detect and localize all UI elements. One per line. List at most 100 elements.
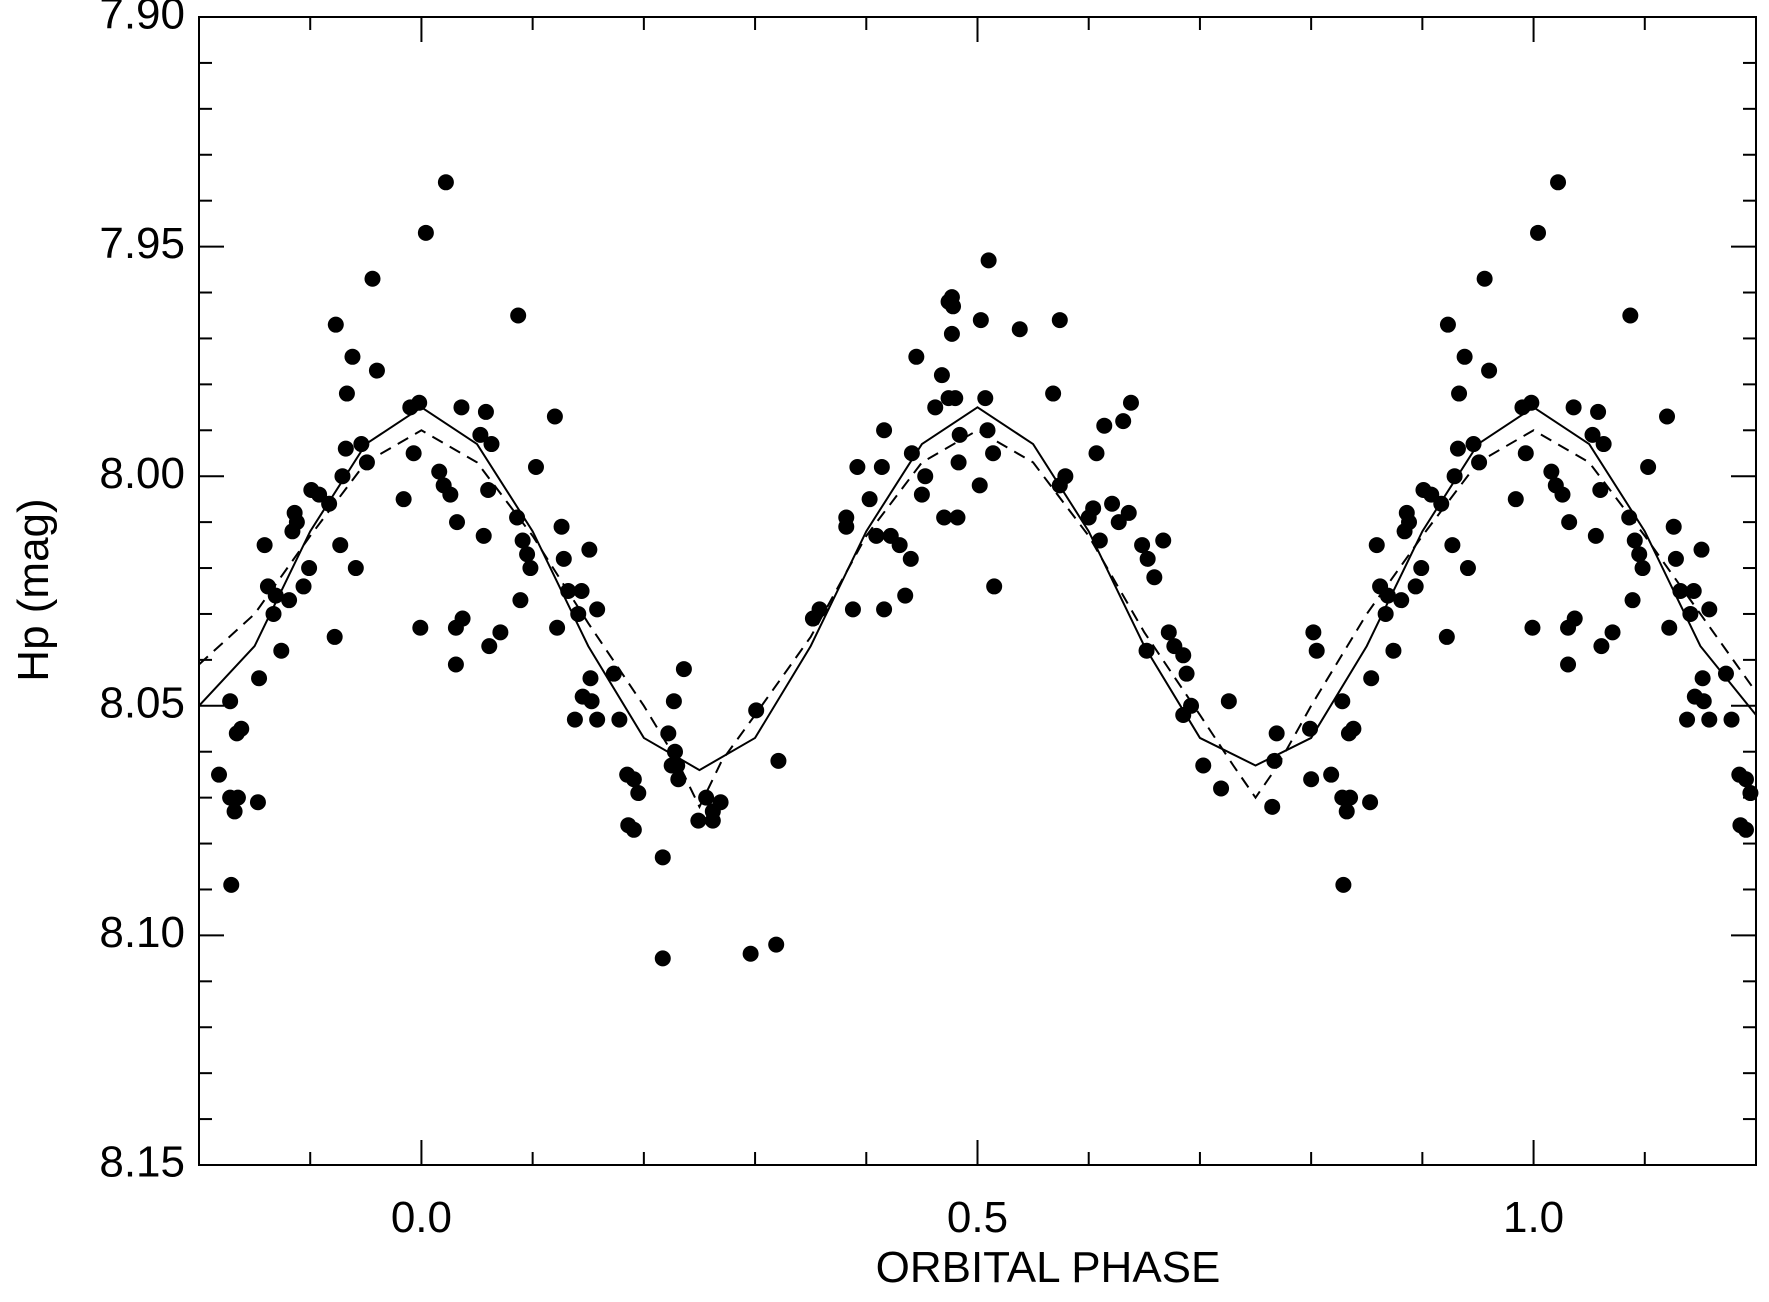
data-point <box>472 426 489 443</box>
data-point <box>873 459 890 476</box>
data-point <box>454 610 471 627</box>
data-point <box>1523 394 1540 411</box>
data-point <box>986 578 1003 595</box>
data-point <box>1011 321 1028 338</box>
data-point <box>347 560 364 577</box>
data-point <box>353 436 370 453</box>
data-point <box>251 670 268 687</box>
data-point <box>1517 445 1534 462</box>
data-point <box>447 656 464 673</box>
data-point <box>1385 642 1402 659</box>
data-point <box>1220 693 1237 710</box>
data-point <box>327 316 344 333</box>
data-point <box>876 601 893 618</box>
data-point <box>1737 821 1754 838</box>
data-point <box>1446 468 1463 485</box>
data-point <box>950 454 967 471</box>
y-tick-label: 8.05 <box>99 678 185 727</box>
data-point <box>849 459 866 476</box>
data-point <box>1401 514 1418 531</box>
data-point <box>748 702 765 719</box>
data-point <box>527 459 544 476</box>
data-point <box>1104 495 1121 512</box>
data-point <box>1175 706 1192 723</box>
data-point <box>908 348 925 365</box>
data-point <box>1444 537 1461 554</box>
data-point <box>395 491 412 508</box>
data-point <box>226 803 243 820</box>
y-axis-label: Hp (mag) <box>9 498 58 681</box>
data-point <box>611 711 628 728</box>
data-point <box>337 440 354 457</box>
data-point <box>1543 463 1560 480</box>
data-point <box>1139 550 1156 567</box>
data-point <box>1264 798 1281 815</box>
data-point <box>985 445 1002 462</box>
data-point <box>256 537 273 554</box>
data-point <box>666 743 683 760</box>
data-point <box>1085 500 1102 517</box>
data-point <box>977 390 994 407</box>
data-point <box>364 270 381 287</box>
data-point <box>1146 569 1163 586</box>
data-point <box>1051 312 1068 329</box>
data-point <box>514 532 531 549</box>
data-point <box>1476 270 1493 287</box>
data-point <box>654 950 671 967</box>
data-point <box>1451 385 1468 402</box>
data-point <box>589 711 606 728</box>
data-point <box>1057 468 1074 485</box>
data-point <box>1308 642 1325 659</box>
data-point <box>1305 624 1322 641</box>
data-point <box>1742 785 1759 802</box>
data-point <box>1584 426 1601 443</box>
data-point <box>1335 876 1352 893</box>
data-point <box>295 578 312 595</box>
data-point <box>1362 794 1379 811</box>
data-point <box>453 399 470 416</box>
data-point <box>951 426 968 443</box>
data-point <box>1717 665 1734 682</box>
y-tick-label: 8.10 <box>99 908 185 957</box>
data-point <box>1096 417 1113 434</box>
data-point <box>1626 532 1643 549</box>
data-point <box>768 936 785 953</box>
data-point <box>1115 413 1132 430</box>
data-point <box>1667 550 1684 567</box>
data-point <box>811 601 828 618</box>
data-point <box>344 348 361 365</box>
data-point <box>492 624 509 641</box>
data-point <box>1345 720 1362 737</box>
data-point <box>943 325 960 342</box>
data-point <box>1701 601 1718 618</box>
data-point <box>475 527 492 544</box>
data-point <box>742 945 759 962</box>
data-point <box>675 661 692 678</box>
data-point <box>690 812 707 829</box>
data-point <box>1323 766 1340 783</box>
data-point <box>1631 546 1648 563</box>
model-curve <box>198 406 1757 772</box>
data-point <box>553 518 570 535</box>
data-point <box>581 541 598 558</box>
data-point <box>1303 771 1320 788</box>
data-point <box>1665 518 1682 535</box>
data-point <box>566 711 583 728</box>
data-point <box>1155 532 1172 549</box>
data-point <box>522 560 539 577</box>
data-point <box>326 628 343 645</box>
data-point <box>1407 578 1424 595</box>
data-point <box>229 789 246 806</box>
data-point <box>933 367 950 384</box>
data-point <box>1160 624 1177 641</box>
data-point <box>1701 711 1718 728</box>
data-point <box>1592 481 1609 498</box>
data-point <box>1659 408 1676 425</box>
data-point <box>338 385 355 402</box>
data-point <box>273 642 290 659</box>
data-point <box>936 509 953 526</box>
data-point <box>670 771 687 788</box>
data-point <box>582 670 599 687</box>
